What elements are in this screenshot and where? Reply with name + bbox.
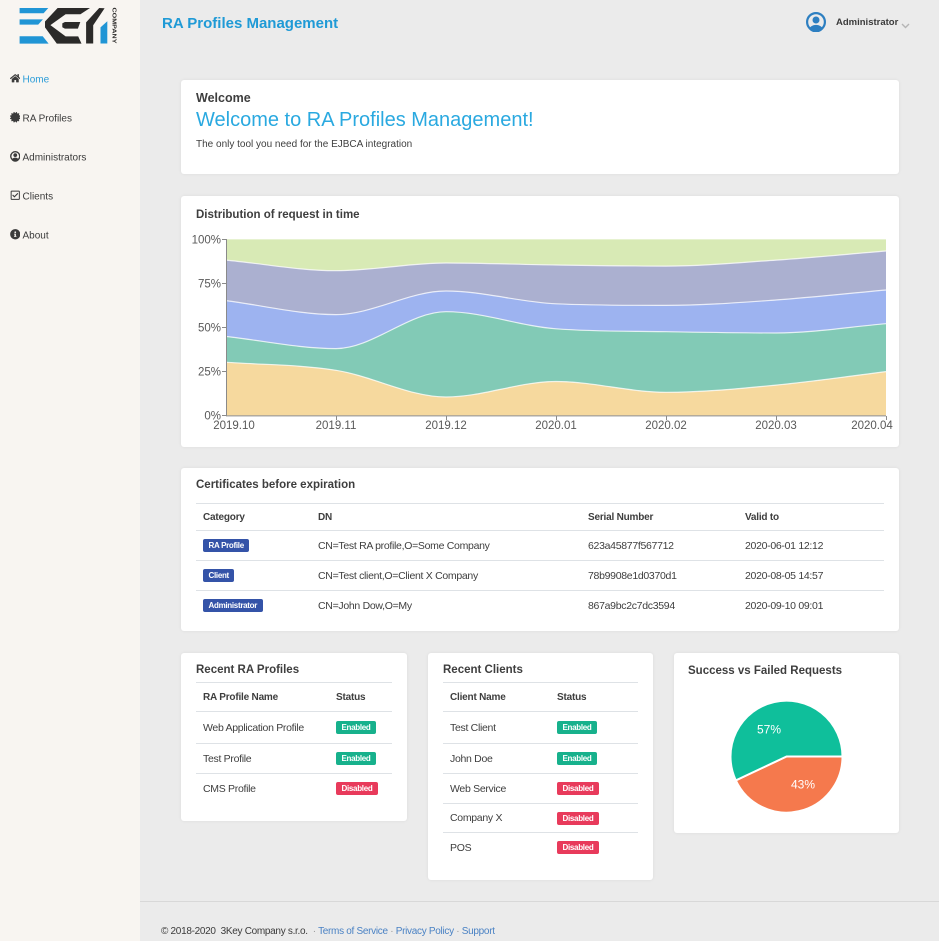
svg-text:2020.02: 2020.02 [645, 420, 687, 432]
svg-text:25%: 25% [198, 367, 221, 379]
svg-text:2020.01: 2020.01 [535, 420, 577, 432]
svg-text:2019.10: 2019.10 [213, 420, 255, 432]
svg-text:2019.11: 2019.11 [316, 420, 357, 432]
svg-text:2020.04: 2020.04 [851, 420, 893, 432]
svg-text:0%: 0% [204, 411, 221, 423]
svg-text:57%: 57% [757, 723, 781, 737]
svg-text:COMPANY: COMPANY [110, 8, 116, 44]
svg-text:100%: 100% [192, 235, 221, 247]
svg-text:43%: 43% [791, 778, 815, 792]
svg-text:75%: 75% [198, 279, 221, 291]
svg-text:50%: 50% [198, 323, 221, 335]
svg-text:2019.12: 2019.12 [425, 420, 467, 432]
svg-text:2020.03: 2020.03 [755, 420, 797, 432]
